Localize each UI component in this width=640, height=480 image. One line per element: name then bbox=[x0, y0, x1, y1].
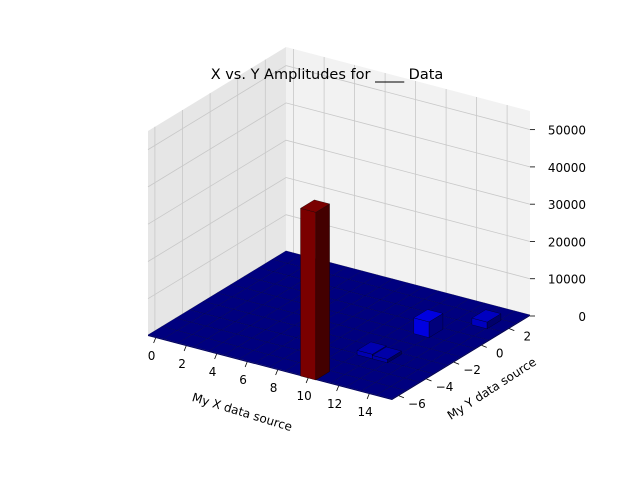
y-tick-3 bbox=[481, 345, 487, 348]
y-tick-label-1: −4 bbox=[436, 380, 454, 394]
bar-3-top bbox=[356, 341, 387, 355]
x-tick-7 bbox=[366, 393, 370, 400]
y-tick-0 bbox=[398, 395, 405, 399]
x-tick-6 bbox=[336, 385, 339, 392]
z-gridline-1 bbox=[147, 214, 531, 300]
z-gridline-4 bbox=[147, 102, 531, 188]
y-tick-label-2: −2 bbox=[463, 363, 481, 377]
z-tick-label-5: 50000 bbox=[548, 124, 586, 138]
bar-1-top bbox=[413, 309, 444, 323]
y-tick-label-0: −6 bbox=[408, 397, 426, 411]
x-tick-5 bbox=[305, 377, 309, 384]
x-tick-4 bbox=[275, 369, 278, 376]
z-gridline-5 bbox=[147, 65, 531, 150]
bar-2-top bbox=[471, 309, 502, 323]
x-tick-label-5: 10 bbox=[296, 389, 311, 403]
chart-bars bbox=[147, 199, 531, 400]
x-tick-label-4: 8 bbox=[270, 381, 278, 395]
base-front-side bbox=[148, 334, 392, 400]
bar-4-top bbox=[372, 346, 402, 360]
x-tick-label-1: 2 bbox=[178, 357, 186, 371]
z-gridline-2 bbox=[147, 177, 531, 262]
y-tick-1 bbox=[426, 378, 432, 382]
y-axis-label: My Y data source bbox=[445, 355, 539, 423]
z-tick-label-2: 20000 bbox=[548, 236, 586, 250]
bar-0-side bbox=[315, 203, 330, 381]
bar-0-front bbox=[300, 208, 316, 381]
bar-0-top bbox=[300, 199, 330, 213]
y-tick-label-4: 2 bbox=[523, 330, 531, 344]
chart-axes: 0 2 4 6 8 10 12 14 −6 −4 −2 0 2 0 10000 20000 30000 40000… bbox=[148, 124, 586, 419]
x-tick-1 bbox=[183, 345, 187, 352]
x-tick-label-6: 12 bbox=[327, 397, 342, 411]
y-tick-4 bbox=[509, 328, 515, 331]
base-right-side bbox=[392, 314, 530, 400]
back-pane bbox=[286, 47, 530, 316]
x-tick-label-2: 4 bbox=[209, 365, 217, 379]
z-tick-label-4: 40000 bbox=[548, 161, 586, 175]
x-tick-0 bbox=[153, 337, 156, 344]
x-tick-3 bbox=[244, 361, 248, 368]
z-tick-label-3: 30000 bbox=[548, 198, 586, 212]
z-tick-label-1: 10000 bbox=[548, 273, 586, 287]
x-axis-label: My X data source bbox=[190, 390, 294, 434]
x-tick-label-7: 14 bbox=[357, 405, 372, 419]
x-tick-label-0: 0 bbox=[148, 349, 156, 363]
y-tick-label-3: 0 bbox=[496, 346, 504, 360]
z-tick-label-0: 0 bbox=[578, 310, 586, 324]
x-tick-2 bbox=[214, 353, 217, 360]
x-tick-label-3: 6 bbox=[239, 373, 247, 387]
chart-title: X vs. Y Amplitudes for ____ Data bbox=[211, 67, 444, 83]
z-gridline-3 bbox=[147, 139, 531, 225]
y-tick-2 bbox=[453, 361, 460, 365]
